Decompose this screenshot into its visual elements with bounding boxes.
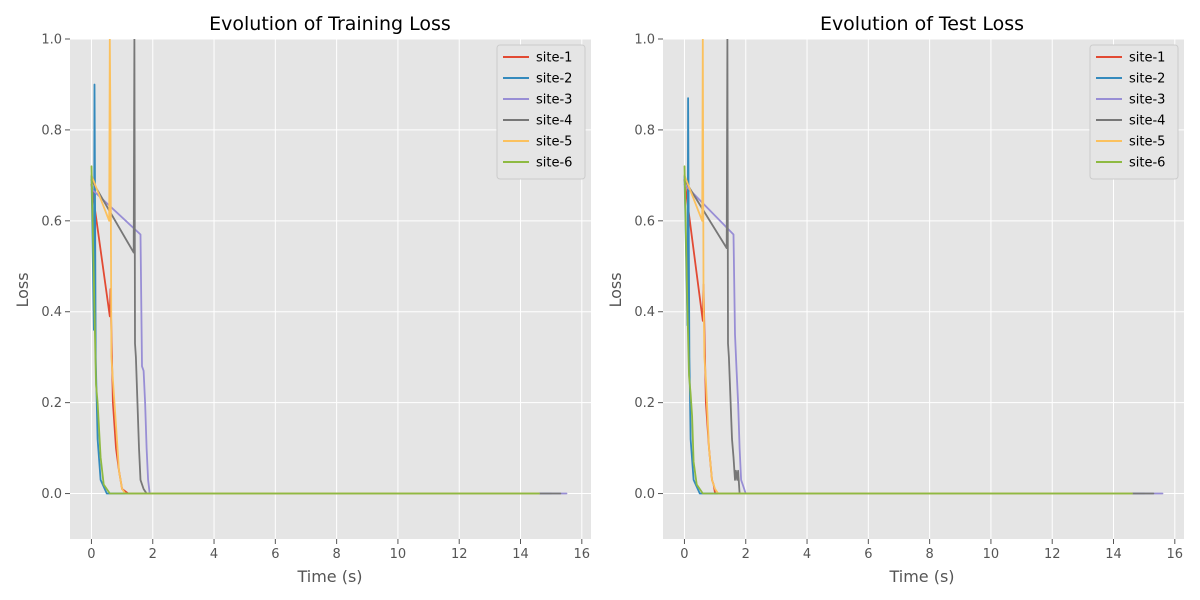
x-tick-label: 14	[512, 547, 529, 562]
y-tick-label: 1.0	[634, 33, 655, 48]
x-tick-label: 14	[1105, 547, 1122, 562]
series-line-site-6	[683, 165, 1133, 495]
legend-label: site-4	[1129, 114, 1165, 129]
x-tick-label: 8	[925, 547, 933, 562]
legend-label: site-3	[1129, 93, 1165, 108]
y-tick-label: 1.0	[41, 33, 62, 48]
x-tick-label: 6	[271, 547, 279, 562]
x-tick-label: 12	[451, 547, 468, 562]
y-tick-label: 0.4	[634, 305, 655, 320]
training-loss-chart: 0 2 4 6 8 10 12 14 160.00.20.40.60.81.0site-1sit…	[13, 13, 591, 586]
y-tick-label: 0.0	[634, 487, 655, 502]
y-tick-label: 0.8	[634, 123, 655, 138]
legend-label: site-1	[1129, 51, 1165, 66]
legend-label: site-5	[1129, 135, 1165, 150]
legend-label: site-1	[536, 51, 572, 66]
x-axis-label: Time (s)	[888, 567, 954, 586]
y-tick-label: 0.2	[41, 396, 62, 411]
legend-label: site-4	[536, 114, 572, 129]
x-tick-label: 4	[803, 547, 811, 562]
legend: site-1 site-2 site-3 site-4 site-5 site-6	[496, 44, 586, 180]
y-tick-label: 0.2	[634, 396, 655, 411]
x-tick-label: 10	[983, 547, 1000, 562]
x-tick-label: 16	[574, 547, 591, 562]
legend-label: site-5	[536, 135, 572, 150]
y-tick-label: 0.6	[634, 214, 655, 229]
y-tick-label: 0.0	[41, 487, 62, 502]
x-axis-label: Time (s)	[296, 567, 362, 586]
x-tick-label: 6	[864, 547, 872, 562]
ticks: 0 2 4 6 8 10 12 14 16 0.0 0.2 0.4 0.6 0.8 1.0	[41, 33, 590, 563]
x-tick-label: 4	[210, 547, 218, 562]
legend-label: site-6	[1129, 156, 1165, 171]
chart-title: Evolution of Test Loss	[820, 13, 1024, 35]
series-group	[683, 39, 1164, 495]
series-line-site-4	[683, 39, 1155, 495]
legend-label: site-2	[1129, 72, 1165, 87]
legend-label: site-2	[536, 72, 572, 87]
series-group	[90, 39, 568, 495]
test-loss-chart: 0 2 4 6 8 10 12 14 160.00.20.40.60.81.0site-1sit…	[606, 13, 1184, 586]
y-tick-label: 0.6	[41, 214, 62, 229]
x-tick-label: 0	[680, 547, 688, 562]
legend-label: site-6	[536, 156, 572, 171]
y-tick-label: 0.8	[41, 123, 62, 138]
x-tick-label: 16	[1167, 547, 1184, 562]
x-tick-label: 2	[149, 547, 157, 562]
x-tick-label: 0	[87, 547, 95, 562]
chart-title: Evolution of Training Loss	[209, 13, 451, 35]
y-tick-label: 0.4	[41, 305, 62, 320]
legend: site-1 site-2 site-3 site-4 site-5 site-6	[1089, 44, 1179, 180]
x-tick-label: 8	[332, 547, 340, 562]
y-axis-label: Loss	[13, 272, 32, 307]
legend-label: site-3	[536, 93, 572, 108]
x-tick-label: 12	[1044, 547, 1061, 562]
x-tick-label: 2	[742, 547, 750, 562]
series-line-site-6	[90, 165, 540, 495]
x-tick-label: 10	[390, 547, 407, 562]
y-axis-label: Loss	[606, 272, 625, 307]
ticks: 0 2 4 6 8 10 12 14 16 0.0 0.2 0.4 0.6 0.8 1.0	[634, 33, 1183, 563]
